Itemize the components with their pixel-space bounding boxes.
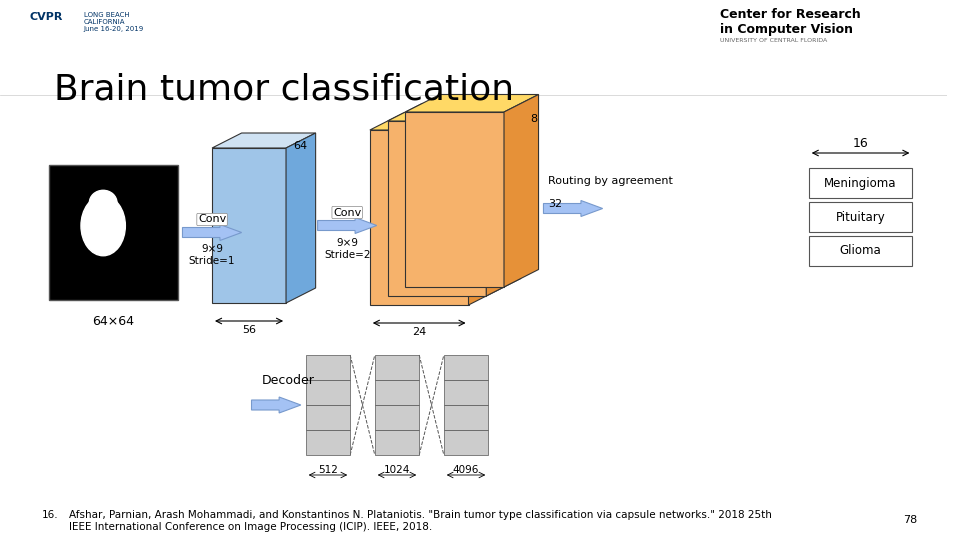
Text: UNIVERSITY OF CENTRAL FLORIDA: UNIVERSITY OF CENTRAL FLORIDA xyxy=(720,38,828,43)
Bar xyxy=(808,202,912,232)
Polygon shape xyxy=(370,130,468,305)
Polygon shape xyxy=(252,397,300,413)
Text: Center for Research
in Computer Vision: Center for Research in Computer Vision xyxy=(720,8,861,36)
Polygon shape xyxy=(405,94,539,112)
Bar xyxy=(306,430,350,455)
Text: 16.: 16. xyxy=(41,510,58,520)
Bar xyxy=(49,165,178,300)
Text: Stride=1: Stride=1 xyxy=(189,256,235,267)
Polygon shape xyxy=(182,225,242,240)
Text: 1024: 1024 xyxy=(384,465,410,475)
Bar xyxy=(374,380,420,405)
Text: 512: 512 xyxy=(318,465,338,475)
Bar xyxy=(444,355,489,380)
Ellipse shape xyxy=(81,195,126,256)
Bar xyxy=(306,380,350,405)
Text: Stride=2: Stride=2 xyxy=(324,249,371,260)
Text: Decoder: Decoder xyxy=(261,374,314,387)
Ellipse shape xyxy=(89,190,117,215)
Polygon shape xyxy=(318,218,376,233)
Polygon shape xyxy=(487,104,520,296)
Text: Conv: Conv xyxy=(333,207,361,218)
Text: 8: 8 xyxy=(530,113,538,124)
Polygon shape xyxy=(212,148,286,303)
Polygon shape xyxy=(388,104,520,121)
Text: 64×64: 64×64 xyxy=(92,315,134,328)
Text: 4096: 4096 xyxy=(453,465,479,475)
Text: Conv: Conv xyxy=(198,214,227,225)
Text: 24: 24 xyxy=(412,327,426,337)
Bar xyxy=(444,405,489,430)
Text: CVPR: CVPR xyxy=(30,12,63,22)
Text: 78: 78 xyxy=(903,515,918,525)
Text: 64: 64 xyxy=(294,141,308,151)
Polygon shape xyxy=(543,200,603,217)
Polygon shape xyxy=(212,133,316,148)
Polygon shape xyxy=(504,94,539,287)
Bar xyxy=(374,405,420,430)
Bar xyxy=(808,236,912,266)
Polygon shape xyxy=(388,121,487,296)
Text: Afshar, Parnian, Arash Mohammadi, and Konstantinos N. Plataniotis. "Brain tumor : Afshar, Parnian, Arash Mohammadi, and Ko… xyxy=(69,510,772,531)
Text: Pituitary: Pituitary xyxy=(836,211,885,224)
Polygon shape xyxy=(468,112,503,305)
Polygon shape xyxy=(370,112,503,130)
Text: Glioma: Glioma xyxy=(840,245,881,258)
Text: Meningioma: Meningioma xyxy=(825,177,897,190)
Text: 56: 56 xyxy=(242,325,256,335)
Text: 9×9: 9×9 xyxy=(201,245,223,254)
Text: 32: 32 xyxy=(548,199,563,209)
Bar xyxy=(374,355,420,380)
Polygon shape xyxy=(405,112,504,287)
Bar xyxy=(374,430,420,455)
Text: 16: 16 xyxy=(852,137,869,150)
Bar xyxy=(306,405,350,430)
Polygon shape xyxy=(286,133,316,303)
Bar xyxy=(444,380,489,405)
Text: Routing by agreement: Routing by agreement xyxy=(548,177,673,186)
Bar xyxy=(808,168,912,198)
Bar xyxy=(306,355,350,380)
Text: 9×9: 9×9 xyxy=(336,238,358,247)
Bar xyxy=(444,430,489,455)
Text: LONG BEACH
CALIFORNIA
June 16-20, 2019: LONG BEACH CALIFORNIA June 16-20, 2019 xyxy=(84,12,144,32)
Text: Brain tumor classification: Brain tumor classification xyxy=(55,72,515,106)
